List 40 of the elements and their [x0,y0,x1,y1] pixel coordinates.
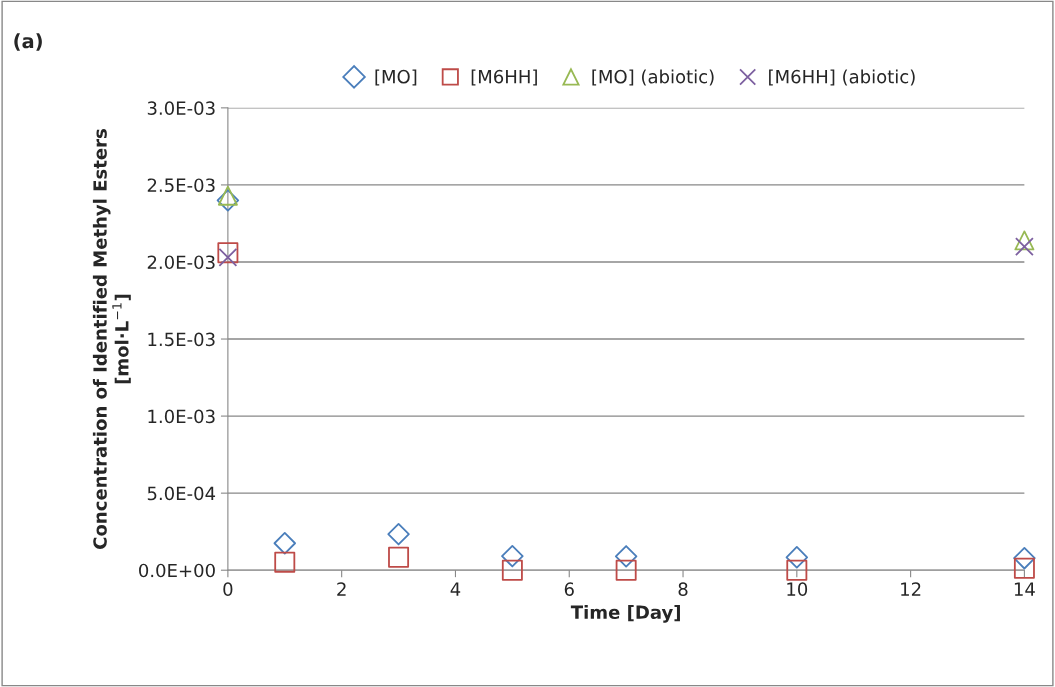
y-tick-label: 0.0E+00 [139,563,215,578]
point [274,551,296,573]
point [217,242,239,264]
x-tick-label: 6 [564,582,574,596]
y-tick-label: 2.0E-03 [147,255,215,270]
point [387,522,410,546]
point [1013,546,1036,570]
point [501,544,524,568]
x-tick-label: 2 [337,582,346,596]
x-tick-label: 4 [450,582,461,596]
y-axis-title: Concentration of Identified Methyl Esters [mol·L$^{−1}$] [92,129,131,549]
x-tick-label: 12 [901,582,921,596]
x-tick-label: 8 [678,582,688,596]
x-tick-label: 10 [787,582,808,596]
y-tick-label: 2.5E-03 [147,178,215,193]
point [614,545,638,568]
point [273,532,296,555]
legend-label: [MO] [375,69,417,86]
y-tick-label: 3.0E-03 [147,101,215,115]
point [218,247,238,267]
point [501,559,523,581]
point [1013,557,1035,579]
y-tick-label: 1.5E-03 [148,332,215,347]
legend-label: [MO] (abiotic) [592,69,714,86]
point [1014,230,1035,251]
x-axis-title: Time [Day] [570,605,680,623]
point [786,559,808,581]
point [615,559,637,581]
y-tick-label: 1.0E-03 [148,409,215,424]
point [217,185,238,206]
y-tick-label: 5.0E-04 [147,486,216,501]
point [216,189,240,212]
legend-label: [M6HH] [471,69,537,86]
x-tick-label: 0 [223,582,233,596]
point [785,546,809,569]
point [1014,237,1034,256]
point [388,546,410,568]
x-tick-label: 14 [1014,582,1035,596]
text: (a) [14,33,42,51]
legend-label: [M6HH] (abiotic) [769,69,915,86]
